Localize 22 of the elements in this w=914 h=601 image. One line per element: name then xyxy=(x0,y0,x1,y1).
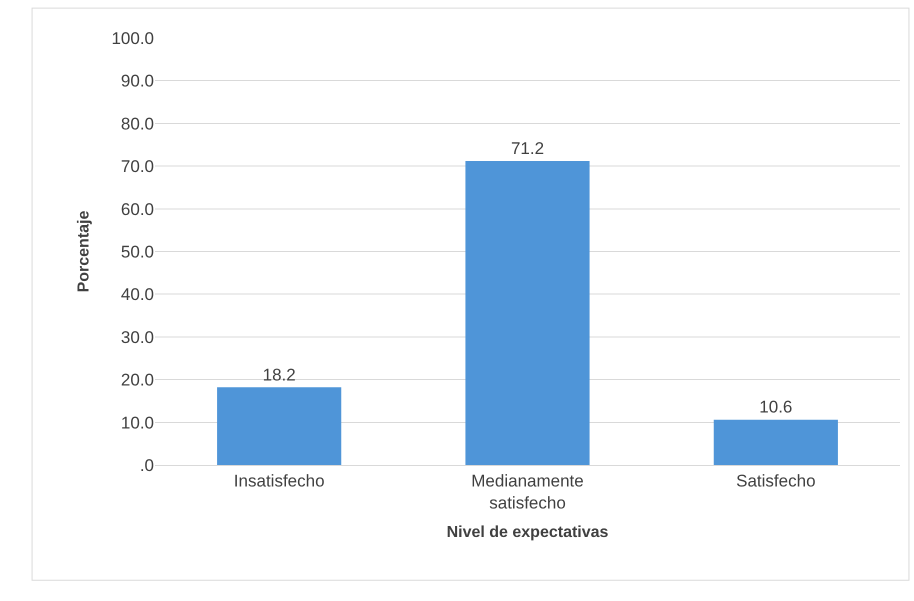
y-tick-label: 60.0 xyxy=(120,200,154,219)
y-tick-label: 70.0 xyxy=(120,157,154,176)
y-tick-label: 20.0 xyxy=(120,370,154,390)
x-axis-title: Nivel de expectativas xyxy=(446,524,609,542)
data-label: 71.2 xyxy=(510,138,544,158)
y-tick-label: 10.0 xyxy=(120,413,154,432)
y-tick-label: .0 xyxy=(140,456,154,475)
x-tick-label: Medianamente satisfecho xyxy=(471,471,584,512)
bar xyxy=(714,420,838,465)
bar xyxy=(217,387,342,465)
y-tick-label: 50.0 xyxy=(120,242,154,262)
bar xyxy=(465,160,590,465)
y-tick-label: 30.0 xyxy=(120,328,154,347)
data-label: 10.6 xyxy=(759,398,792,417)
y-tick-label: 90.0 xyxy=(120,72,154,91)
y-tick-label: 40.0 xyxy=(120,285,154,304)
data-label: 18.2 xyxy=(262,365,296,384)
x-tick-label: Insatisfecho xyxy=(234,471,325,490)
y-axis-title: Porcentaje xyxy=(75,210,92,292)
y-tick-label: 80.0 xyxy=(120,114,154,134)
y-tick-label: 100.0 xyxy=(111,28,154,48)
x-tick-label: Satisfecho xyxy=(736,471,816,490)
